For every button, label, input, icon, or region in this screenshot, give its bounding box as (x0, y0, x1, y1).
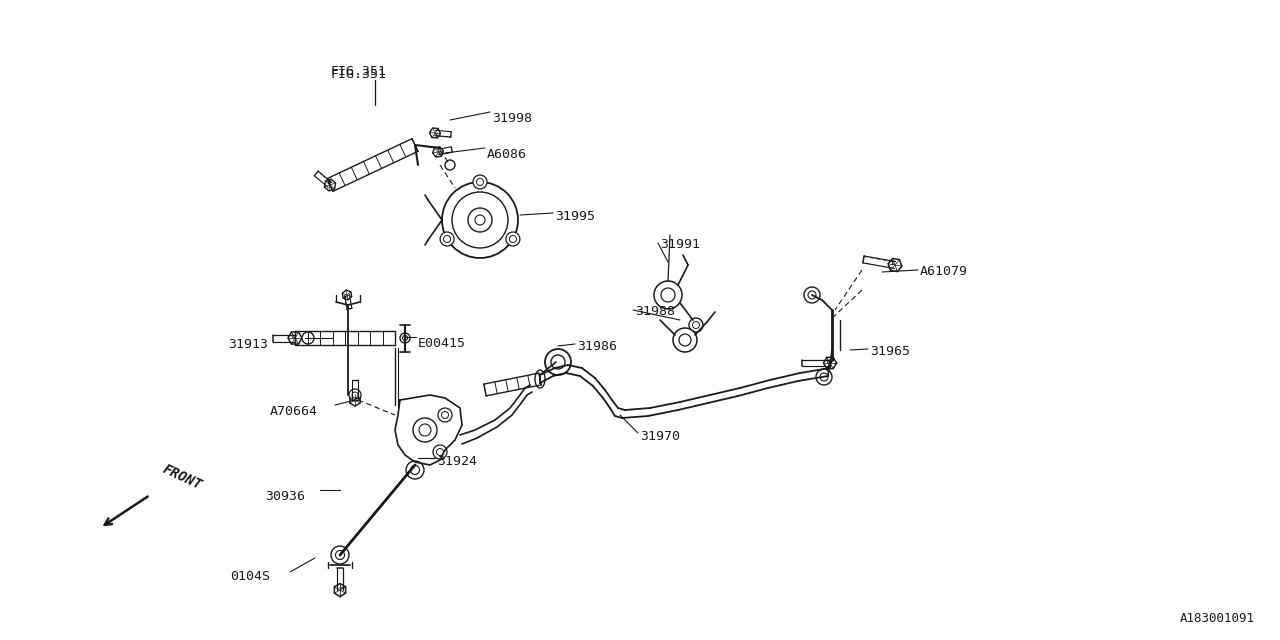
Circle shape (332, 546, 349, 564)
Text: A70664: A70664 (270, 405, 317, 418)
Polygon shape (342, 290, 352, 300)
Text: A183001091: A183001091 (1180, 612, 1254, 625)
Polygon shape (433, 147, 443, 157)
Circle shape (413, 418, 436, 442)
Text: 31986: 31986 (577, 340, 617, 353)
Circle shape (673, 328, 698, 352)
Text: E00415: E00415 (419, 337, 466, 350)
Text: FIG.351: FIG.351 (330, 68, 387, 81)
Circle shape (445, 160, 454, 170)
Circle shape (817, 369, 832, 385)
Polygon shape (334, 584, 346, 596)
Text: 31965: 31965 (870, 345, 910, 358)
Text: 31988: 31988 (635, 305, 675, 318)
Circle shape (406, 461, 424, 479)
Polygon shape (823, 357, 837, 369)
Circle shape (349, 389, 361, 401)
Circle shape (506, 232, 520, 246)
Text: A6086: A6086 (486, 148, 527, 161)
Text: 31991: 31991 (660, 238, 700, 251)
Text: A61079: A61079 (920, 265, 968, 278)
Text: 31995: 31995 (556, 210, 595, 223)
Circle shape (654, 281, 682, 309)
Text: 31970: 31970 (640, 430, 680, 443)
Circle shape (440, 232, 454, 246)
Text: 30936: 30936 (265, 490, 305, 503)
Circle shape (442, 182, 518, 258)
Circle shape (474, 175, 486, 189)
Text: 31998: 31998 (492, 112, 532, 125)
Polygon shape (324, 179, 335, 191)
Circle shape (545, 349, 571, 375)
Circle shape (438, 408, 452, 422)
Text: 31913: 31913 (228, 338, 268, 351)
Text: FIG.351: FIG.351 (330, 65, 387, 78)
Text: 31924: 31924 (436, 455, 477, 468)
Text: 0104S: 0104S (230, 570, 270, 583)
Circle shape (689, 318, 703, 332)
Polygon shape (888, 259, 902, 271)
Circle shape (804, 287, 820, 303)
Polygon shape (430, 128, 440, 138)
Circle shape (433, 445, 447, 459)
Polygon shape (349, 394, 360, 406)
Circle shape (399, 333, 410, 343)
Polygon shape (288, 332, 302, 344)
Text: FRONT: FRONT (160, 461, 204, 492)
Circle shape (302, 332, 314, 344)
